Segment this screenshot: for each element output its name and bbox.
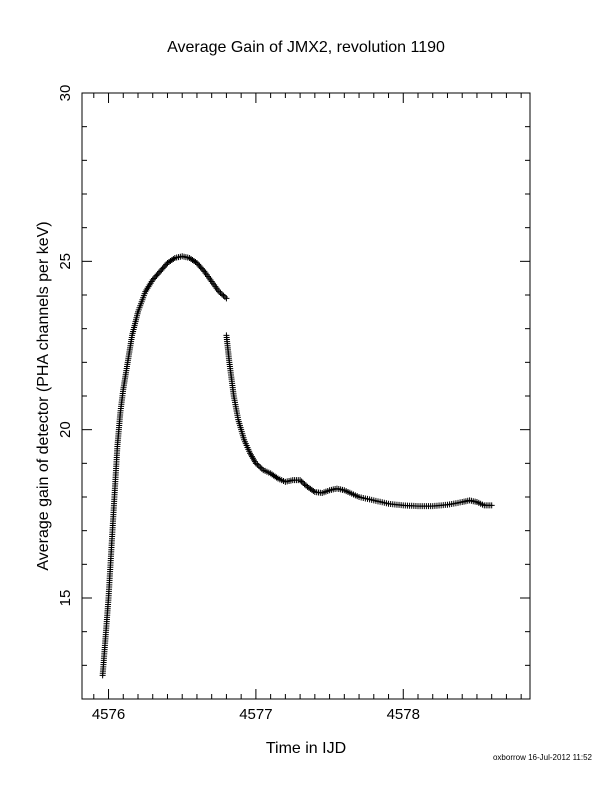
data-point (200, 267, 207, 274)
data-point (254, 461, 261, 468)
x-axis-ticks: 4576 4577 4578 (92, 93, 522, 723)
plot-frame (81, 92, 531, 700)
data-point (216, 288, 223, 295)
x-axis-label: Time in IJD (266, 740, 346, 757)
data-point (221, 294, 228, 301)
x-tick-label: 4577 (239, 706, 272, 723)
data-point (298, 478, 305, 485)
y-tick-label: 20 (57, 421, 74, 438)
data-point (223, 295, 230, 302)
data-point (220, 292, 227, 299)
data-point (301, 481, 308, 488)
data-point (258, 465, 265, 472)
data-point (170, 255, 177, 262)
data-point (488, 502, 495, 509)
chart-title: Average Gain of JMX2, revolution 1190 (167, 39, 445, 56)
y-tick-label: 25 (57, 253, 74, 270)
data-points (99, 253, 495, 679)
y-tick-label: 30 (57, 85, 74, 102)
data-point (300, 479, 307, 486)
data-point (273, 474, 280, 481)
data-point (252, 460, 259, 467)
footer-note: oxborrow 16-Jul-2012 11:52 (492, 753, 592, 762)
data-point (310, 487, 317, 494)
y-axis-label: Average gain of detector (PHA channels p… (35, 221, 52, 570)
data-point (217, 289, 224, 296)
x-tick-label: 4576 (92, 706, 125, 723)
data-point (255, 463, 262, 470)
x-tick-label: 4578 (387, 706, 420, 723)
y-axis-ticks: 15 20 25 30 (57, 85, 530, 700)
data-point (257, 464, 264, 471)
data-point (297, 477, 304, 484)
data-point (219, 291, 225, 298)
y-tick-label: 15 (57, 590, 74, 607)
